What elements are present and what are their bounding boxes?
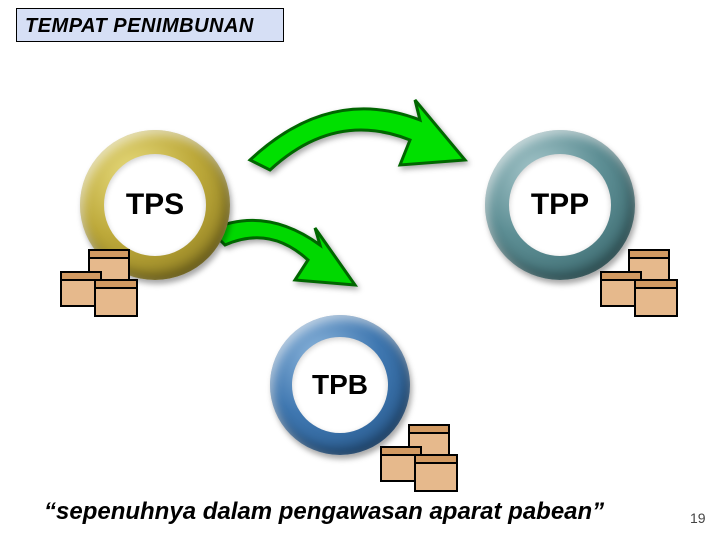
footer-quote: “sepenuhnya dalam pengawasan aparat pabe… xyxy=(44,498,604,526)
page-number: 19 xyxy=(690,510,706,526)
cardboard-box xyxy=(94,285,138,317)
boxes-tpb xyxy=(380,430,470,500)
boxes-tps xyxy=(60,255,150,325)
ring-tpp-label: TPP xyxy=(531,188,589,222)
ring-tpb-label: TPB xyxy=(312,369,368,401)
ring-tps-label: TPS xyxy=(126,188,184,222)
boxes-tpp xyxy=(600,255,690,325)
cardboard-box xyxy=(634,285,678,317)
arrow-to-tpp xyxy=(240,80,470,210)
cardboard-box xyxy=(414,460,458,492)
slide-title: TEMPAT PENIMBUNAN xyxy=(16,8,284,42)
